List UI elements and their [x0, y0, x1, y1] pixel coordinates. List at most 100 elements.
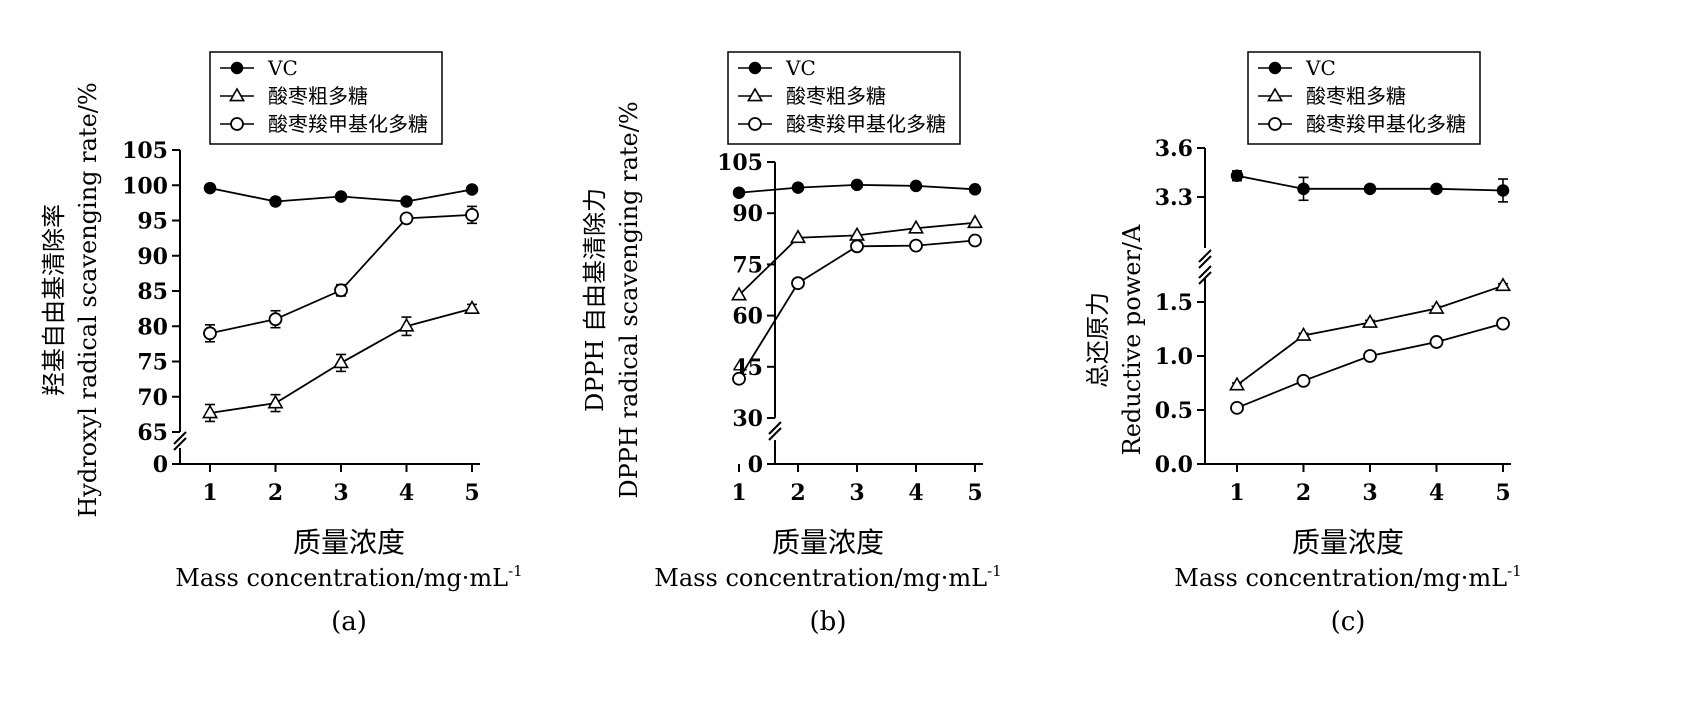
- legend-marker-1: [1266, 87, 1284, 102]
- data-point-2-3: [1429, 335, 1444, 349]
- data-point-0-3: [909, 179, 923, 193]
- data-point-0-2: [1363, 182, 1377, 196]
- y-axis-title-cn: 总还原力: [1084, 292, 1112, 388]
- x-tick-label-2: 3: [849, 480, 864, 506]
- y-tick-label-5: 105: [717, 150, 763, 176]
- data-point-2-0: [732, 371, 746, 386]
- axis-break-mark: [173, 431, 187, 445]
- data-point-0-4: [968, 183, 982, 196]
- data-point-1-0: [1228, 376, 1246, 391]
- y-tick-label-6: 95: [137, 209, 168, 235]
- data-point-2-1: [1296, 373, 1311, 388]
- data-point-0-2: [334, 190, 348, 203]
- data-point-0-2: [850, 178, 864, 192]
- data-point-1-3: [1428, 299, 1445, 314]
- axis-break-mark: [1198, 265, 1212, 279]
- y-tick-label-1: 70: [137, 385, 168, 411]
- series-line-2: [1236, 322, 1504, 409]
- data-point-1-0: [730, 286, 748, 301]
- data-point-2-0: [203, 326, 217, 341]
- legend-label-2: 酸枣羧甲基化多糖: [268, 112, 428, 136]
- legend-marker-2: [1268, 117, 1282, 131]
- data-point-2-1: [791, 276, 805, 291]
- y-tick-label-4: 85: [137, 279, 168, 305]
- data-point-2-4: [465, 207, 479, 222]
- chart-panel-b: 30 45 60 75 90 105 0 1 2 3 4 5 质量浓度 Mass concentratio…: [565, 0, 1130, 704]
- y-tick-label-upper-1: 3.6: [1155, 136, 1193, 162]
- chart-panel-a: 65 70 75 80 85 90 95 100 105 0 1 2 3 4 5 质量浓度 Mass conce…: [0, 0, 565, 704]
- data-point-0-3: [1430, 182, 1443, 196]
- data-point-0-0: [732, 186, 746, 199]
- axis-break-mark: [768, 421, 782, 435]
- data-point-1-3: [907, 219, 925, 234]
- data-point-2-3: [399, 211, 414, 226]
- y-tick-label-zero: 0: [748, 452, 763, 478]
- x-tick-label-0: 1: [731, 480, 746, 506]
- legend-label-0: VC: [1305, 56, 1336, 80]
- y-axis-title-cn: 羟基自由基清除率: [40, 204, 68, 396]
- y-axis-title-en: DPPH radical scavenging rate/%: [615, 101, 643, 498]
- y-axis-title-en: Hydroxyl radical scavenging rate/%: [74, 82, 102, 517]
- data-point-0-0: [203, 181, 217, 195]
- x-tick-label-3: 4: [399, 480, 414, 506]
- data-point-2-4: [968, 233, 982, 248]
- axis-break-mark: [768, 427, 782, 441]
- data-point-2-2: [850, 239, 864, 254]
- x-axis-title-en-main: Mass concentration/mg·mL: [1174, 564, 1507, 592]
- legend-marker-2: [230, 117, 244, 131]
- legend-marker-0: [748, 61, 762, 75]
- x-tick-label-4: 5: [1495, 480, 1510, 506]
- y-tick-label-5: 90: [137, 244, 168, 270]
- data-point-2-2: [1363, 349, 1377, 363]
- y-tick-label-4: 90: [732, 201, 763, 227]
- series-2: [1230, 316, 1510, 415]
- x-axis-title-cn: 质量浓度: [1292, 526, 1404, 559]
- x-tick-label-1: 2: [268, 480, 283, 506]
- y-tick-label-upper-0: 3.3: [1155, 185, 1193, 211]
- data-point-0-1: [791, 181, 805, 194]
- data-point-1-2: [1361, 313, 1379, 328]
- data-point-1-3: [398, 317, 415, 332]
- data-point-1-4: [1494, 277, 1512, 292]
- data-point-1-4: [463, 300, 481, 314]
- x-axis-title-en: Mass concentration/mg·mL-1: [654, 562, 1001, 592]
- legend-label-1: 酸枣粗多糖: [786, 84, 886, 108]
- data-point-2-4: [1496, 316, 1510, 331]
- axis-break-mark: [1198, 255, 1212, 269]
- legend-marker-1: [746, 87, 764, 102]
- x-axis-title-cn: 质量浓度: [772, 526, 884, 559]
- y-tick-label-3: 80: [137, 314, 168, 340]
- data-point-2-3: [909, 238, 923, 253]
- x-tick-label-0: 1: [202, 480, 217, 506]
- y-tick-label-2: 75: [137, 350, 168, 376]
- series-1: [730, 214, 984, 301]
- y-tick-label-8: 105: [122, 138, 168, 164]
- legend-label-0: VC: [267, 56, 298, 80]
- y-tick-label-lower-3: 1.5: [1155, 290, 1193, 316]
- x-tick-label-3: 4: [908, 480, 923, 506]
- legend-marker-0: [230, 61, 244, 75]
- series-2: [203, 205, 479, 343]
- chart-panel-c: 3.3 3.6 0.0 0.5 1.0 1.5 1 2 3 4 5 质量浓度 Mass concentr…: [1084, 0, 1695, 704]
- legend-marker-0: [1268, 61, 1282, 75]
- data-point-0-4: [465, 183, 479, 196]
- data-point-1-1: [1295, 326, 1312, 341]
- data-point-2-1: [268, 312, 283, 327]
- x-axis-title-en-main: Mass concentration/mg·mL: [175, 564, 508, 592]
- series-2: [732, 233, 982, 386]
- x-axis-title-en-main: Mass concentration/mg·mL: [654, 564, 987, 592]
- legend-label-1: 酸枣粗多糖: [268, 84, 368, 108]
- axis-break-mark: [173, 437, 187, 451]
- y-tick-label-7: 100: [122, 173, 168, 199]
- data-point-1-2: [332, 354, 350, 369]
- series-1: [201, 300, 481, 423]
- axis-break-mark: [1198, 271, 1212, 285]
- x-axis-title-en-sup: -1: [508, 562, 523, 580]
- x-axis-title-en: Mass concentration/mg·mL-1: [175, 562, 522, 592]
